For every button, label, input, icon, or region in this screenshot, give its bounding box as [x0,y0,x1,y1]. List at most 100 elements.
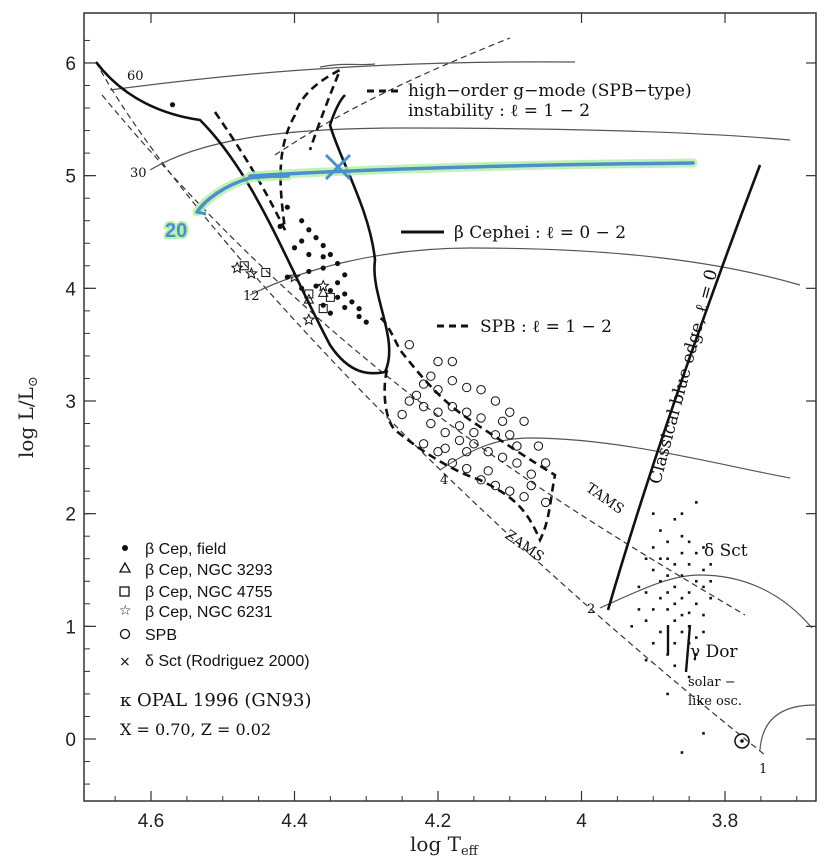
delta-sct-point [659,579,662,583]
legend-cross-symbol: × [119,654,131,670]
x-tick-label: 4 [576,811,587,832]
star-point [244,266,258,280]
delta-sct-point [644,658,648,662]
track-label-30: 30 [130,166,147,181]
delta-sct-point [666,557,669,561]
delta-sct-point [666,591,669,594]
circle-point [433,356,443,367]
y-tick-label: 5 [65,167,76,188]
legend: β Cep, field β Cep, NGC 3293 β Cep, NGC … [118,541,310,670]
circle-point [476,413,486,423]
delta-sct-point [644,591,648,594]
track-12 [249,247,801,296]
track-1 [759,704,816,751]
delta-sct-point [687,540,691,544]
delta-sct-point [673,641,677,645]
circle-point [454,435,465,446]
dot-point [169,102,176,108]
circle-point [447,376,458,386]
solar-like-label-2: like osc. [688,694,742,709]
circle-point [447,356,458,367]
delta-sct-point [695,579,698,583]
star-point [302,313,316,326]
y-tick-label: 2 [65,505,76,526]
dot-point [363,319,369,325]
dot-point [306,268,312,275]
circle-point [433,407,443,417]
dot-point [299,238,305,244]
delta-sct-point [702,630,705,634]
delta-sct-point [709,579,712,583]
highlight-track-start [196,210,207,216]
circle-point [483,446,493,457]
legend-square-symbol [119,586,130,597]
dot-point [284,274,290,280]
circle-point [519,492,529,502]
delta-sct-point [644,619,648,622]
circle-point [447,458,458,468]
delta-sct-point [673,619,677,622]
star-point [316,279,330,292]
delta-sct-point [659,529,662,532]
dot-point [299,285,305,291]
delta-sct-point [659,557,662,561]
dot-point [291,245,298,251]
dot-point [356,313,362,320]
track-4 [439,437,791,479]
delta-sct-point [702,613,705,617]
delta-sct-point [680,630,684,634]
delta-sct-point [666,692,669,696]
circle-point [411,390,422,401]
delta-sct-point [680,613,684,617]
circle-point [490,480,501,491]
legend-star-symbol: ☆ [119,603,132,619]
highlight-track-line [195,161,695,214]
track-label-1: 1 [759,762,767,777]
triangle-point [303,293,315,304]
delta-sct-point [680,512,684,515]
delta-sct-point [680,534,684,538]
beta-cephei-boundary [94,61,391,375]
dot-point [320,254,326,260]
delta-sct-point [651,641,655,645]
dot-point [327,287,333,294]
circle-point [404,339,414,350]
legend-label-4: SPB [145,627,177,644]
circle-point [426,371,436,381]
dot-point [334,280,341,286]
delta-sct-point [687,675,691,679]
track-label-60: 60 [127,69,144,84]
delta-sct-point [666,540,669,544]
delta-sct-point [702,732,705,735]
circle-point [505,430,515,440]
delta-sct-point [651,608,655,611]
delta-sct-point [680,596,684,600]
circle-point [497,452,508,463]
dot-point [277,223,283,229]
circle-point [505,407,515,417]
dot-point [313,283,319,289]
y-tick-label: 6 [65,54,76,75]
dot-point [334,294,341,300]
spb-boundary [379,316,557,544]
circle-point [462,382,472,393]
zams-line [95,61,766,756]
square-point [304,289,314,299]
spb-annotation: SPB : ℓ = 1 − 2 [480,317,612,337]
gamma-dor-line-2 [684,624,692,673]
delta-sct-point [680,751,684,754]
upper-dashed-line [274,37,511,156]
circle-point [540,458,551,468]
delta-sct-point [687,625,691,628]
delta-sct-point [695,501,698,504]
opal-label: κ OPAL 1996 (GN93) [120,690,311,711]
legend-label-0: β Cep, field [145,541,226,558]
dot-point [327,310,333,316]
circle-point [447,401,458,412]
delta-sct-point [666,574,669,577]
legend-dot-symbol [122,545,128,551]
legend-label-3: β Cep, NGC 6231 [145,604,273,621]
classical-blue-edge-line [606,164,762,611]
x-tick-label: 4.6 [138,811,164,832]
